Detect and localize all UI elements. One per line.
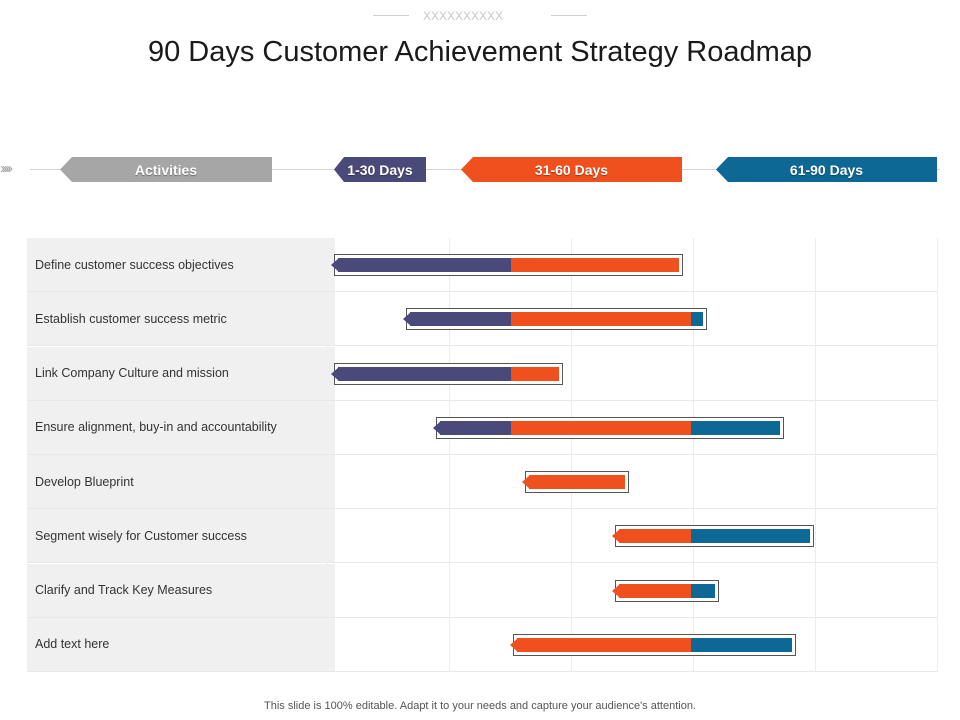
activity-label: Define customer success objectives <box>27 238 335 291</box>
activity-label: Clarify and Track Key Measures <box>27 563 335 617</box>
gantt-segment-phase-3 <box>690 637 793 652</box>
phase-label: 31-60 Days <box>534 161 609 178</box>
gantt-bar <box>510 633 797 656</box>
bar-arrow-tip <box>330 366 339 381</box>
gantt-bar <box>432 416 785 439</box>
gantt-bar <box>330 254 683 276</box>
phase-label: 61-90 Days <box>789 161 864 178</box>
bar-arrow-tip <box>330 258 339 272</box>
bar-arrow-tip <box>402 312 411 327</box>
activity-label: Segment wisely for Customer success <box>27 509 335 563</box>
phase-tag-1-30: 1-30 Days <box>334 157 426 182</box>
phase-label: 1-30 Days <box>347 161 413 178</box>
row-separator <box>27 453 938 455</box>
table-row: Ensure alignment, buy-in and accountabil… <box>27 400 938 455</box>
gantt-segment-phase-2 <box>511 258 679 272</box>
grid-vertical-line <box>693 238 694 672</box>
bar-arrow-tip <box>432 420 441 435</box>
chevrons-icon: ››››› <box>0 160 13 177</box>
gantt-segment-phase-1 <box>337 366 512 381</box>
row-separator <box>27 508 938 509</box>
grid-vertical-line <box>449 238 450 672</box>
row-separator <box>27 670 938 672</box>
gantt-segment-phase-2 <box>618 529 691 544</box>
divider-line-right <box>551 15 587 16</box>
gantt-bar <box>330 362 564 385</box>
gantt-segment-phase-3 <box>690 583 715 598</box>
gantt-segment-phase-3 <box>690 312 703 327</box>
gantt-segment-phase-2 <box>511 420 691 435</box>
grid-vertical-line <box>937 238 938 672</box>
table-row: Establish customer success metric <box>27 292 938 347</box>
table-row: Add text here <box>27 617 938 672</box>
grid-vertical-line <box>815 238 816 672</box>
gantt-segment-phase-1 <box>439 420 512 435</box>
gantt-segment-phase-2 <box>618 583 691 598</box>
grid-vertical-line <box>571 238 572 672</box>
gantt-segment-phase-1 <box>409 312 512 327</box>
gantt-segment-phase-2 <box>529 475 625 489</box>
phase-tag-shape <box>461 157 682 182</box>
decorative-x-pattern: XXXXXXXXXX <box>423 9 504 23</box>
gantt-bar <box>402 308 707 331</box>
activities-tag-shape <box>60 157 272 182</box>
activity-label: Develop Blueprint <box>27 455 335 508</box>
table-row: Link Company Culture and mission <box>27 346 938 401</box>
phase-tag-shape <box>334 157 426 182</box>
row-separator <box>27 345 938 347</box>
row-separator <box>27 562 938 564</box>
gantt-segment-phase-3 <box>690 529 811 544</box>
phase-tag-31-60: 31-60 Days <box>461 157 682 182</box>
table-row: Develop Blueprint <box>27 455 938 509</box>
table-row: Define customer success objectives <box>27 238 938 292</box>
page-title: 90 Days Customer Achievement Strategy Ro… <box>147 36 813 68</box>
row-separator <box>27 616 938 618</box>
gantt-segment-phase-3 <box>690 420 781 435</box>
row-separator <box>27 399 938 401</box>
row-separator <box>27 291 938 292</box>
gantt-segment-phase-1 <box>337 258 512 272</box>
bar-arrow-tip <box>611 529 620 544</box>
activity-label: Establish customer success metric <box>27 292 335 346</box>
bar-arrow-tip <box>522 475 531 489</box>
footer-note: This slide is 100% editable. Adapt it to… <box>264 700 696 712</box>
phase-tag-shape <box>716 157 937 182</box>
divider-line-left <box>373 15 409 16</box>
gantt-bar <box>611 579 719 602</box>
roadmap-grid: Define customer success objectives Establ… <box>27 238 938 672</box>
gantt-segment-phase-2 <box>511 366 560 381</box>
phase-tag-61-90: 61-90 Days <box>716 157 937 182</box>
gantt-segment-phase-2 <box>511 312 691 327</box>
activities-label: Activities <box>134 161 198 178</box>
table-row: Segment wisely for Customer success <box>27 509 938 564</box>
activity-label: Link Company Culture and mission <box>27 346 335 400</box>
activities-header: Activities <box>60 157 272 182</box>
gantt-bar <box>611 525 815 548</box>
gantt-segment-phase-2 <box>517 637 691 652</box>
bar-arrow-tip <box>510 637 519 652</box>
gantt-bar <box>522 471 629 493</box>
activity-label: Ensure alignment, buy-in and accountabil… <box>27 400 335 454</box>
table-row: Clarify and Track Key Measures <box>27 563 938 618</box>
decorative-divider: XXXXXXXXXX <box>373 9 587 23</box>
activity-label: Add text here <box>27 617 335 671</box>
bar-arrow-tip <box>611 583 620 598</box>
